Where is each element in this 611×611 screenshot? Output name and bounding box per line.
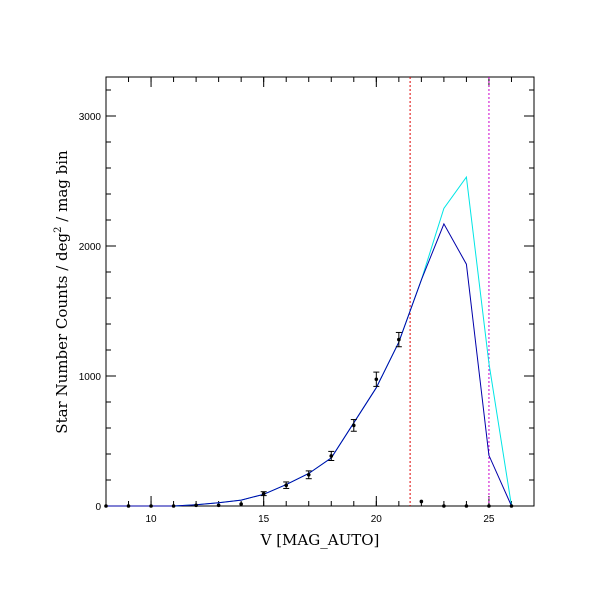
data-point	[464, 504, 469, 508]
x-tick-label: 10	[145, 514, 157, 525]
x-tick-label: 20	[371, 514, 383, 525]
x-tick-label: 15	[258, 514, 270, 525]
y-tick-label: 0	[95, 502, 101, 513]
data-point	[171, 504, 176, 508]
series-line	[106, 175, 512, 507]
data-point	[509, 504, 514, 508]
data-point	[149, 504, 153, 508]
data-point	[239, 502, 243, 506]
data-point	[284, 483, 289, 488]
data-point	[306, 473, 311, 477]
y-axis-title: Star Number Counts / deg2 / mag bin	[53, 150, 71, 434]
tick-labels: 10 15 20 25 0 1000 2000 3000	[79, 112, 495, 525]
y-tick-label: 2000	[79, 242, 102, 253]
data-point	[126, 504, 131, 508]
y-axis-title-main: Star Number Counts / deg	[53, 232, 71, 433]
data-point	[216, 503, 221, 508]
y-tick-label: 3000	[79, 112, 102, 123]
data-point	[419, 499, 424, 504]
data-point	[397, 337, 401, 342]
x-tick-label: 25	[483, 514, 495, 525]
model-series	[106, 175, 512, 507]
series-line	[106, 222, 512, 507]
data-point	[194, 503, 198, 508]
data-point	[487, 504, 491, 508]
data-point	[374, 377, 379, 382]
y-tick-label: 1000	[79, 372, 102, 383]
limit-lines	[409, 77, 490, 506]
x-axis-title: V [MAG_AUTO]	[260, 531, 380, 549]
data-point	[442, 504, 446, 508]
plot-frame	[105, 76, 535, 507]
y-axis-title-sup: 2	[53, 226, 64, 232]
observed-points	[104, 331, 514, 508]
data-point	[104, 504, 108, 508]
data-point	[329, 454, 334, 458]
y-axis-title-tail: / mag bin	[53, 150, 71, 227]
data-point	[351, 423, 356, 428]
data-point	[261, 491, 266, 496]
